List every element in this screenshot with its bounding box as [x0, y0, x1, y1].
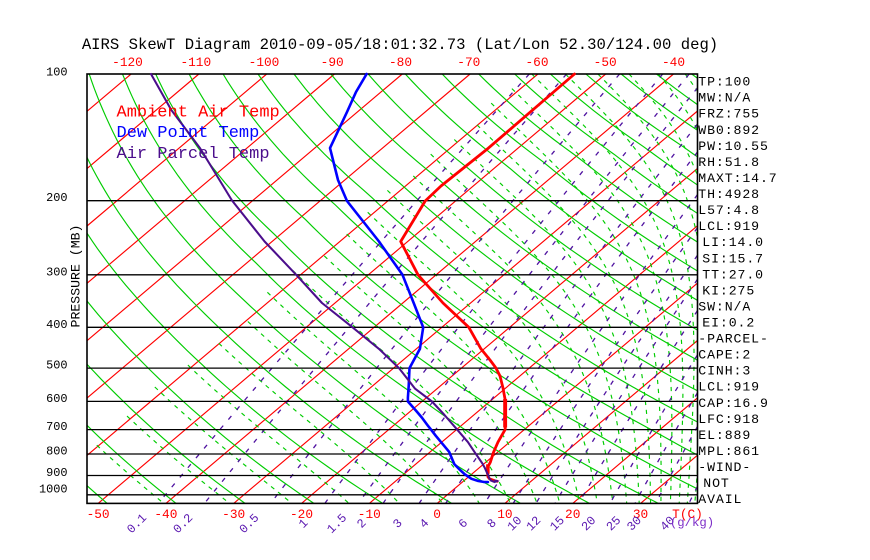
- svg-text:RH:51.8: RH:51.8: [698, 155, 760, 170]
- svg-text:Dew Point Temp: Dew Point Temp: [117, 124, 260, 143]
- svg-text:FRZ:755: FRZ:755: [698, 107, 760, 122]
- svg-text:-40: -40: [154, 507, 177, 522]
- svg-text:500: 500: [46, 359, 67, 373]
- svg-text:Ambient Air Temp: Ambient Air Temp: [117, 104, 280, 123]
- svg-text:-80: -80: [389, 55, 412, 70]
- svg-text:-WIND-: -WIND-: [698, 460, 751, 475]
- svg-text:100: 100: [46, 66, 67, 80]
- svg-text:-PARCEL-: -PARCEL-: [698, 332, 769, 347]
- svg-text:300: 300: [46, 265, 67, 279]
- svg-text:-50: -50: [87, 507, 110, 522]
- svg-text:WB0:892: WB0:892: [698, 123, 760, 138]
- svg-text:KI:275: KI:275: [702, 283, 755, 298]
- svg-text:TP:100: TP:100: [698, 75, 751, 90]
- svg-text:-100: -100: [249, 55, 280, 70]
- svg-text:800: 800: [46, 445, 67, 459]
- svg-text:200: 200: [46, 191, 67, 205]
- svg-text:-60: -60: [525, 55, 548, 70]
- svg-text:AIRS SkewT Diagram 2010-09-05/: AIRS SkewT Diagram 2010-09-05/18:01:32.7…: [82, 36, 718, 54]
- svg-text:1000: 1000: [39, 483, 68, 497]
- svg-text:-10: -10: [358, 507, 381, 522]
- svg-text:CINH:3: CINH:3: [698, 364, 751, 379]
- svg-text:LCL:919: LCL:919: [698, 380, 760, 395]
- svg-text:TH:4928: TH:4928: [698, 187, 760, 202]
- svg-text:Air Parcel Temp: Air Parcel Temp: [117, 145, 270, 164]
- svg-text:NOT: NOT: [703, 476, 729, 491]
- svg-text:CAP:16.9: CAP:16.9: [698, 396, 769, 411]
- svg-text:700: 700: [46, 420, 67, 434]
- svg-text:(g/kg): (g/kg): [670, 516, 714, 530]
- svg-text:EL:889: EL:889: [698, 428, 751, 443]
- svg-text:30: 30: [633, 507, 648, 522]
- svg-text:LCL:919: LCL:919: [698, 219, 760, 234]
- svg-text:SW:N/A: SW:N/A: [698, 299, 751, 314]
- svg-text:-50: -50: [594, 55, 617, 70]
- svg-text:MAXT:14.7: MAXT:14.7: [698, 171, 777, 186]
- svg-text:L57:4.8: L57:4.8: [698, 203, 760, 218]
- svg-text:0: 0: [433, 507, 441, 522]
- svg-text:T(C): T(C): [672, 507, 703, 522]
- svg-text:MPL:861: MPL:861: [698, 444, 760, 459]
- svg-text:-40: -40: [662, 55, 685, 70]
- svg-text:SI:15.7: SI:15.7: [702, 251, 764, 266]
- svg-text:PRESSURE (MB): PRESSURE (MB): [69, 225, 84, 328]
- svg-text:EI:0.2: EI:0.2: [702, 316, 755, 331]
- svg-text:-70: -70: [457, 55, 480, 70]
- svg-text:TT:27.0: TT:27.0: [702, 267, 764, 282]
- svg-text:LI:14.0: LI:14.0: [702, 235, 764, 250]
- svg-text:-110: -110: [180, 55, 211, 70]
- svg-text:-90: -90: [321, 55, 344, 70]
- svg-text:MW:N/A: MW:N/A: [698, 91, 751, 106]
- svg-text:AVAIL: AVAIL: [698, 492, 742, 507]
- svg-text:-30: -30: [222, 507, 245, 522]
- svg-text:20: 20: [565, 507, 580, 522]
- svg-text:-20: -20: [290, 507, 313, 522]
- svg-text:400: 400: [46, 318, 67, 332]
- svg-text:PW:10.55: PW:10.55: [698, 139, 769, 154]
- svg-text:CAPE:2: CAPE:2: [698, 348, 751, 363]
- svg-text:LFC:918: LFC:918: [698, 412, 760, 427]
- svg-text:10: 10: [497, 507, 512, 522]
- svg-text:-120: -120: [112, 55, 143, 70]
- svg-text:600: 600: [46, 392, 67, 406]
- svg-text:900: 900: [46, 466, 67, 480]
